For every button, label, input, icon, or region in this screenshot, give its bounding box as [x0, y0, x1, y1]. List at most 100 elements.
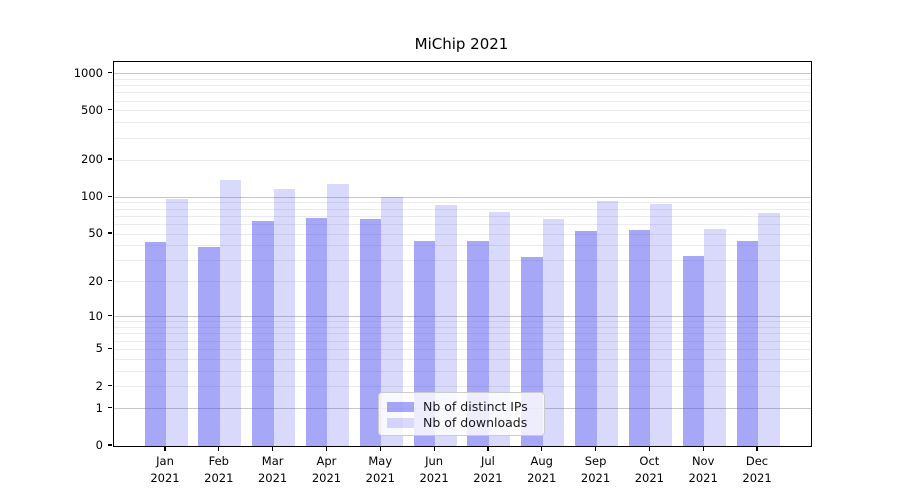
bar-distinct-ips	[359, 219, 382, 446]
y-axis-tick	[107, 71, 112, 74]
x-axis-tick-label: Mar 2021	[257, 454, 288, 485]
x-axis-tick	[433, 446, 435, 451]
legend: Nb of distinct IPs Nb of downloads	[378, 392, 545, 436]
gridline-minor	[114, 281, 811, 283]
legend-label: Nb of downloads	[423, 415, 528, 430]
bar-distinct-ips	[198, 247, 220, 446]
bar-distinct-ips	[252, 220, 274, 446]
bar-downloads	[758, 212, 780, 446]
gridline-major	[114, 316, 811, 318]
x-axis-tick-label: Apr 2021	[311, 454, 342, 485]
y-axis-tick-label: 10	[88, 308, 103, 323]
x-axis-tick	[541, 446, 543, 451]
x-axis-tick-label: Jun 2021	[419, 454, 449, 485]
gridline-minor	[114, 260, 811, 262]
x-axis-tick	[756, 446, 758, 451]
y-axis-tick	[107, 280, 112, 282]
y-axis-tick-label: 100	[81, 189, 103, 204]
gridline-minor	[114, 321, 811, 323]
gridline-minor	[114, 215, 811, 217]
y-axis-tick-label: 200	[81, 152, 103, 167]
gridline-minor	[114, 92, 811, 94]
y-axis-tick	[107, 407, 112, 409]
y-axis-tick-label: 0	[95, 438, 103, 452]
gridline-minor	[114, 100, 811, 102]
gridline-minor	[114, 137, 811, 139]
y-axis-tick	[107, 109, 112, 111]
x-axis-tick	[379, 446, 381, 451]
y-axis-tick-label: 500	[81, 102, 103, 117]
plot-area	[113, 61, 812, 447]
bar-downloads	[704, 228, 726, 446]
x-axis-tick	[702, 446, 704, 451]
x-axis-tick-label: Dec 2021	[742, 454, 772, 485]
bar-downloads	[327, 183, 349, 446]
gridline-minor	[114, 327, 811, 329]
y-axis-tick-label: 1000	[73, 65, 103, 80]
gridline-minor	[114, 233, 811, 235]
x-axis-tick	[594, 446, 597, 451]
y-axis-tick-label: 20	[88, 273, 103, 288]
bar-distinct-ips	[736, 240, 759, 446]
gridline-minor	[114, 122, 811, 124]
y-axis-tick-label: 5	[95, 341, 103, 356]
chart-title: MiChip 2021	[414, 35, 509, 53]
y-axis-tick	[107, 195, 112, 197]
bar-downloads	[381, 197, 403, 446]
gridline-minor	[114, 159, 811, 161]
gridline-major	[114, 196, 811, 198]
bar-downloads	[435, 205, 457, 446]
x-axis-tick-label: Jul 2021	[473, 454, 503, 485]
gridline-minor	[114, 358, 811, 360]
y-axis-tick	[107, 232, 112, 234]
gridline-major	[114, 73, 811, 74]
y-axis-tick-label: 1	[95, 400, 103, 415]
y-axis-tick	[107, 385, 112, 387]
y-axis-tick	[107, 158, 112, 160]
bar-distinct-ips	[305, 217, 328, 446]
gridline-minor	[114, 333, 811, 335]
x-axis-tick	[487, 446, 489, 451]
bar-downloads	[219, 180, 242, 446]
gridline-minor	[114, 340, 811, 342]
y-axis-tick	[107, 347, 112, 349]
bar-downloads	[542, 219, 565, 446]
bar-distinct-ips	[628, 229, 651, 446]
y-axis-tick-label: 50	[88, 226, 103, 240]
y-axis-tick	[107, 315, 112, 317]
legend-swatch-downloads	[387, 417, 414, 428]
x-axis-tick-label: Aug 2021	[527, 454, 557, 485]
legend-item: Nb of downloads	[387, 415, 535, 430]
x-axis-tick-label: Feb 2021	[204, 454, 234, 485]
gridline-minor	[114, 208, 811, 210]
gridline-minor	[114, 223, 811, 225]
gridline-minor	[114, 370, 811, 372]
x-axis-tick	[648, 446, 650, 451]
gridline-minor	[114, 78, 811, 80]
legend-swatch-distinct-ips	[387, 401, 414, 412]
bar-downloads	[650, 204, 672, 446]
x-axis-tick-label: Oct 2021	[634, 454, 665, 485]
gridline-minor	[114, 85, 811, 87]
bar-downloads	[273, 189, 296, 446]
x-axis-tick	[325, 446, 328, 451]
bar-downloads	[596, 201, 619, 446]
gridline-minor	[114, 245, 811, 247]
bar-downloads	[488, 211, 511, 446]
bar-downloads	[166, 199, 188, 446]
x-axis-tick	[218, 446, 220, 451]
x-axis-tick-label: May 2021	[365, 454, 395, 485]
x-axis-tick	[164, 446, 166, 451]
x-axis-tick	[272, 446, 274, 451]
legend-item: Nb of distinct IPs	[387, 399, 535, 414]
y-axis-tick	[107, 444, 112, 446]
bar-distinct-ips	[144, 241, 166, 446]
bar-distinct-ips	[575, 230, 597, 446]
gridline-minor	[114, 202, 811, 204]
legend-label: Nb of distinct IPs	[423, 399, 528, 414]
gridline-minor	[114, 110, 811, 112]
bar-distinct-ips	[682, 255, 705, 446]
x-axis-tick-label: Nov 2021	[688, 454, 718, 485]
x-axis-tick-label: Jan 2021	[150, 454, 180, 485]
